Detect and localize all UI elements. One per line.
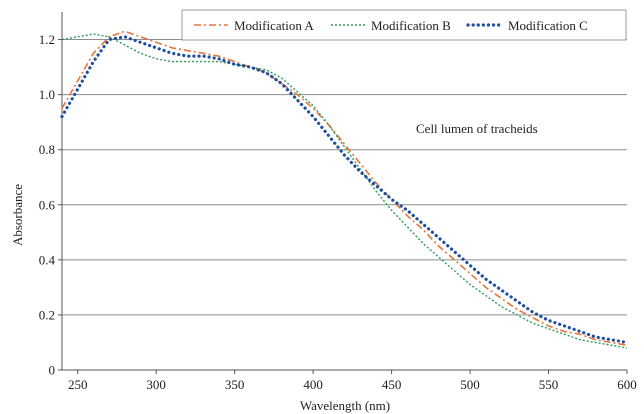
y-tick-label: 0.2 xyxy=(39,307,55,322)
x-tick-label: 550 xyxy=(539,377,559,392)
y-tick-label: 0.6 xyxy=(39,197,56,212)
tick-labels: 0 0.2 0.4 0.6 0.8 1.0 1.2 250 300 350 400 450 500 550… xyxy=(39,32,637,392)
series-line-modification-a xyxy=(61,30,628,346)
y-tick-label: 1.0 xyxy=(39,87,55,102)
chart-annotation: Cell lumen of tracheids xyxy=(416,121,538,136)
x-tick-label: 450 xyxy=(382,377,402,392)
y-axis-label: Absorbance xyxy=(10,184,25,246)
series-lines xyxy=(60,30,629,349)
y-tick-label: 1.2 xyxy=(39,32,55,47)
x-axis-label: Wavelength (nm) xyxy=(300,398,390,413)
y-tick-label: 0 xyxy=(49,363,56,378)
legend-label-modification-a: Modification A xyxy=(234,18,314,33)
y-tick-label: 0.8 xyxy=(39,142,55,157)
x-tick-label: 350 xyxy=(225,377,245,392)
x-tick-label: 600 xyxy=(617,377,637,392)
x-tick-label: 400 xyxy=(303,377,323,392)
x-tick-label: 300 xyxy=(146,377,166,392)
series-line-modification-c xyxy=(60,35,629,345)
x-tick-label: 250 xyxy=(68,377,88,392)
legend-box xyxy=(181,9,627,41)
legend-label-modification-c: Modification C xyxy=(508,18,588,33)
y-tick-label: 0.4 xyxy=(39,252,56,267)
legend-label-modification-b: Modification B xyxy=(371,18,451,33)
legend: Modification A Modification B Modification… xyxy=(181,9,627,41)
axes xyxy=(58,12,628,374)
x-tick-label: 500 xyxy=(460,377,480,392)
